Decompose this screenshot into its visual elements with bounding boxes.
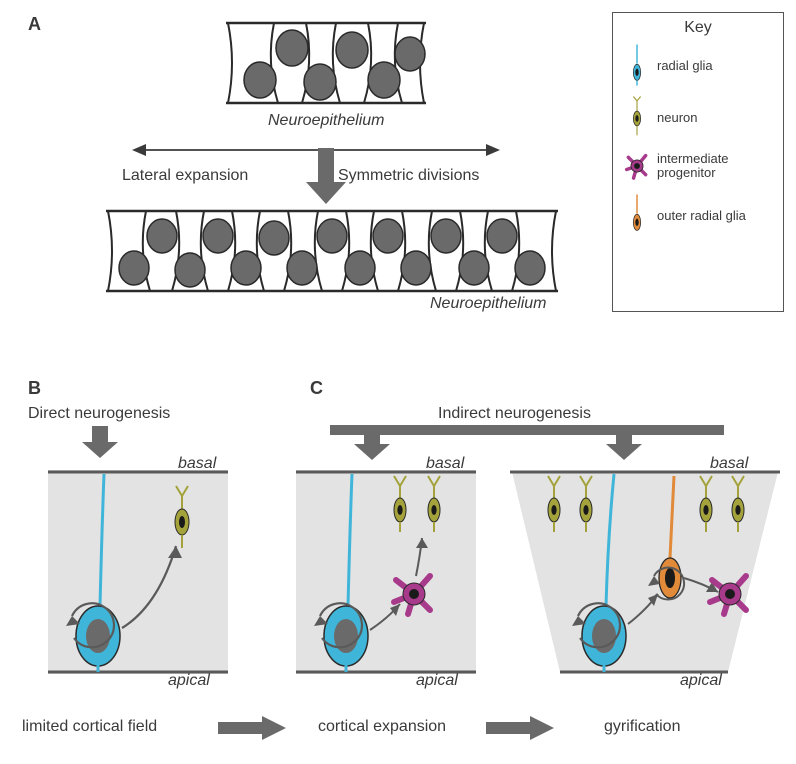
cortical-expansion-label: cortical expansion: [318, 718, 446, 736]
apical-label-B: apical: [168, 672, 210, 690]
legend-item-label: outer radial glia: [657, 208, 746, 223]
basal-label-B: basal: [178, 455, 216, 473]
limited-cortical-field-label: limited cortical field: [22, 718, 157, 736]
legend-item-outer-radial-glia: outer radial glia: [613, 189, 783, 241]
legend-item-intermediate-progenitor: intermediate progenitor: [613, 143, 783, 189]
down-arrow-B: [80, 426, 120, 460]
indirect-bracket: [322, 424, 732, 464]
cortex-panel-B: [48, 466, 228, 680]
legend-item-label: neuron: [657, 110, 697, 125]
cortex-panel-C2: [506, 466, 786, 680]
panel-label-B: B: [28, 378, 41, 399]
legend-item-neuron: neuron: [613, 91, 783, 143]
direct-neurogenesis-label: Direct neurogenesis: [28, 405, 170, 423]
lateral-expansion-label: Lateral expansion: [122, 167, 248, 185]
apical-label-C1: apical: [416, 672, 458, 690]
arrow-B-to-C: [218, 714, 288, 742]
legend-title: Key: [613, 13, 783, 39]
arrow-C1-to-C2: [486, 714, 556, 742]
neuroepithelium-label-top: Neuroepithelium: [268, 112, 385, 130]
intermediate-progenitor-icon: [623, 147, 651, 185]
gyrification-label: gyrification: [604, 718, 680, 736]
apical-label-C2: apical: [680, 672, 722, 690]
legend-item-label: radial glia: [657, 58, 713, 73]
panel-label-A: A: [28, 14, 41, 35]
legend-item-radial-glia: radial glia: [613, 39, 783, 91]
down-arrow-A: [304, 148, 348, 206]
indirect-neurogenesis-label: Indirect neurogenesis: [438, 405, 591, 423]
symmetric-divisions-label: Symmetric divisions: [338, 167, 479, 185]
radial-glia-icon: [623, 43, 651, 87]
legend-key: Key radial glia neuron intermediate prog…: [612, 12, 784, 312]
outer-radial-glia-icon: [623, 193, 651, 237]
cortex-panel-C1: [296, 466, 476, 680]
neuroepithelium-bottom: [106, 208, 558, 294]
neuroepithelium-label-bottom: Neuroepithelium: [430, 295, 547, 313]
basal-label-C2: basal: [710, 455, 748, 473]
basal-label-C1: basal: [426, 455, 464, 473]
panel-label-C: C: [310, 378, 323, 399]
neuroepithelium-top: [226, 20, 426, 106]
neuron-icon: [623, 95, 651, 139]
legend-item-label: intermediate progenitor: [657, 152, 773, 181]
